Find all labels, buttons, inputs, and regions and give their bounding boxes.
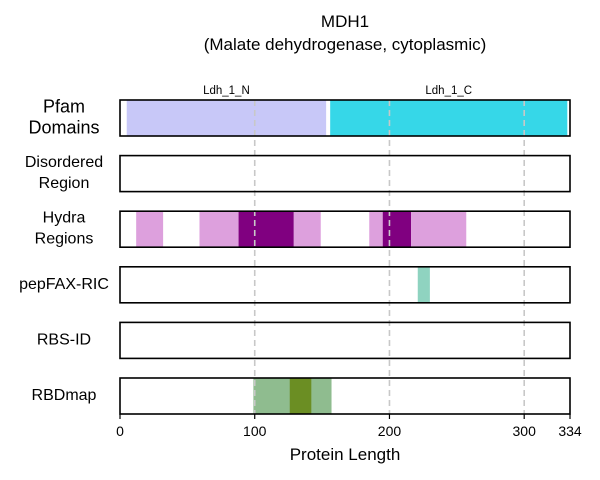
track-label-5-line-0: RBDmap	[32, 387, 97, 404]
track-label-5: RBDmap	[32, 387, 97, 404]
x-tick-label-300: 300	[513, 423, 537, 439]
domain-label-1: Ldh_1_C	[425, 85, 472, 97]
domain-label-0: Ldh_1_N	[203, 85, 250, 97]
track-label-3-line-0: pepFAX-RIC	[19, 276, 109, 293]
track-label-0-line-0: Pfam	[43, 96, 85, 116]
track-2-segment-6	[411, 211, 467, 248]
track-label-0: Pfam Domains	[28, 96, 99, 137]
track-5-segment-1	[289, 378, 312, 414]
x-tick-label-334: 334	[558, 423, 582, 439]
track-label-4: RBS-ID	[37, 332, 91, 349]
track-frame-1	[119, 154, 571, 193]
x-tick-label-0: 0	[116, 423, 124, 439]
track-2-segment-1	[199, 211, 239, 248]
track-3-segment-0	[417, 266, 430, 303]
track-2-segment-0	[136, 211, 164, 248]
track-frame-5	[119, 377, 571, 415]
track-label-0-line-1: Domains	[28, 117, 99, 137]
track-frame-2	[119, 210, 571, 248]
track-label-3: pepFAX-RIC	[19, 276, 109, 293]
track-label-1-line-1: Region	[39, 175, 90, 192]
track-frame-0	[119, 99, 571, 137]
track-label-2-line-0: Hydra	[43, 210, 86, 227]
track-2-segment-5	[382, 211, 412, 248]
track-label-1-line-0: Disordered	[25, 154, 103, 171]
x-axis-label: Protein Length	[290, 445, 401, 464]
chart-title: MDH1	[320, 12, 370, 31]
track-frame-3	[119, 265, 571, 304]
track-2-segment-4	[369, 211, 383, 248]
track-label-1: Disordered Region	[25, 154, 103, 192]
track-0-segment-1	[330, 100, 568, 136]
track-label-4-line-0: RBS-ID	[37, 332, 91, 349]
track-label-2-line-1: Regions	[35, 231, 94, 248]
track-2-segment-3	[293, 211, 321, 248]
track-label-2: Hydra Regions	[35, 210, 94, 248]
x-tick-label-200: 200	[378, 423, 402, 439]
chart-subtitle: (Malate dehydrogenase, cytoplasmic)	[203, 35, 487, 54]
track-2-segment-2	[238, 211, 294, 248]
x-tick-label-100: 100	[243, 423, 267, 439]
track-frame-4	[119, 321, 571, 360]
track-0-segment-0	[126, 100, 327, 136]
